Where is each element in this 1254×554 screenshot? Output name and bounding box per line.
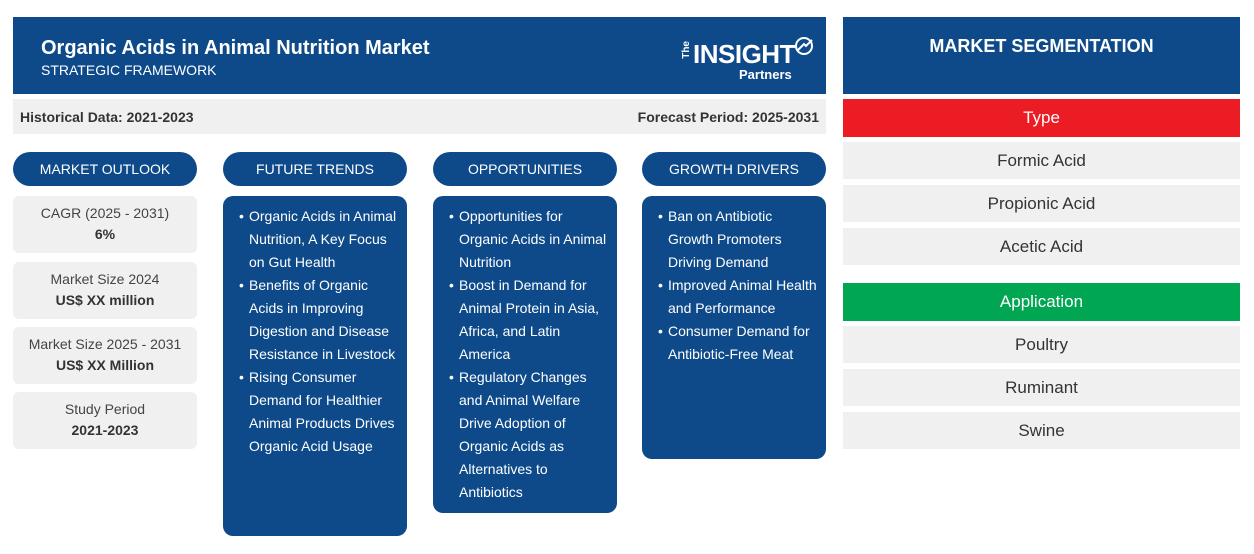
growth-drivers-list: Ban on Antibiotic Growth Promoters Drivi… bbox=[658, 205, 818, 366]
study-period-box: Study Period 2021-2023 bbox=[13, 392, 197, 449]
stat-label: Market Size 2025 - 2031 bbox=[28, 336, 182, 352]
logo-the-text: The bbox=[681, 41, 692, 59]
stat-label: Study Period bbox=[64, 401, 146, 417]
logo-partners-text: Partners bbox=[739, 67, 792, 82]
stat-label: Market Size 2024 bbox=[50, 271, 160, 287]
list-item: Benefits of Organic Acids in Improving D… bbox=[239, 274, 399, 366]
list-item: Ban on Antibiotic Growth Promoters Drivi… bbox=[658, 205, 818, 274]
stat-value: 2021-2023 bbox=[71, 422, 139, 438]
future-trends-list: Organic Acids in Animal Nutrition, A Key… bbox=[239, 205, 399, 458]
list-item: Regulatory Changes and Animal Welfare Dr… bbox=[449, 366, 609, 504]
list-item: Rising Consumer Demand for Healthier Ani… bbox=[239, 366, 399, 458]
segment-item: Ruminant bbox=[843, 369, 1240, 406]
segment-application-heading: Application bbox=[843, 283, 1240, 321]
segment-item: Formic Acid bbox=[843, 142, 1240, 179]
report-header: Organic Acids in Animal Nutrition Market… bbox=[13, 17, 826, 94]
market-size-2024-box: Market Size 2024 US$ XX million bbox=[13, 262, 197, 319]
segment-item: Acetic Acid bbox=[843, 228, 1240, 265]
market-segmentation-heading: MARKET SEGMENTATION bbox=[843, 17, 1240, 94]
stat-value: US$ XX Million bbox=[55, 357, 154, 373]
market-outlook-heading: MARKET OUTLOOK bbox=[13, 152, 197, 186]
market-size-forecast-box: Market Size 2025 - 2031 US$ XX Million bbox=[13, 327, 197, 384]
opportunities-box: Opportunities for Organic Acids in Anima… bbox=[433, 196, 617, 513]
list-item: Consumer Demand for Antibiotic-Free Meat bbox=[658, 320, 818, 366]
list-item: Boost in Demand for Animal Protein in As… bbox=[449, 274, 609, 366]
forecast-period: Forecast Period: 2025-2031 bbox=[637, 109, 819, 125]
date-bar: Historical Data: 2021-2023 Forecast Peri… bbox=[13, 99, 826, 134]
list-item: Improved Animal Health and Performance bbox=[658, 274, 818, 320]
stat-value: US$ XX million bbox=[55, 292, 155, 308]
historical-data: Historical Data: 2021-2023 bbox=[20, 109, 194, 125]
opportunities-heading: OPPORTUNITIES bbox=[433, 152, 617, 186]
cagr-box: CAGR (2025 - 2031) 6% bbox=[13, 196, 197, 253]
future-trends-box: Organic Acids in Animal Nutrition, A Key… bbox=[223, 196, 407, 536]
segment-item: Propionic Acid bbox=[843, 185, 1240, 222]
opportunities-list: Opportunities for Organic Acids in Anima… bbox=[449, 205, 609, 504]
logo-insight-text: INSIGHT bbox=[693, 39, 795, 69]
segment-type-heading: Type bbox=[843, 99, 1240, 137]
list-item: Opportunities for Organic Acids in Anima… bbox=[449, 205, 609, 274]
logo-swoosh-icon bbox=[795, 37, 813, 55]
growth-drivers-heading: GROWTH DRIVERS bbox=[642, 152, 826, 186]
page-subtitle: STRATEGIC FRAMEWORK bbox=[41, 62, 217, 78]
page-title: Organic Acids in Animal Nutrition Market bbox=[41, 37, 430, 59]
segment-item: Swine bbox=[843, 412, 1240, 449]
stat-label: CAGR (2025 - 2031) bbox=[40, 205, 170, 221]
growth-drivers-box: Ban on Antibiotic Growth Promoters Drivi… bbox=[642, 196, 826, 459]
future-trends-heading: FUTURE TRENDS bbox=[223, 152, 407, 186]
segment-item: Poultry bbox=[843, 326, 1240, 363]
insight-partners-logo: The INSIGHT Partners bbox=[681, 35, 821, 82]
list-item: Organic Acids in Animal Nutrition, A Key… bbox=[239, 205, 399, 274]
stat-value: 6% bbox=[94, 226, 116, 242]
